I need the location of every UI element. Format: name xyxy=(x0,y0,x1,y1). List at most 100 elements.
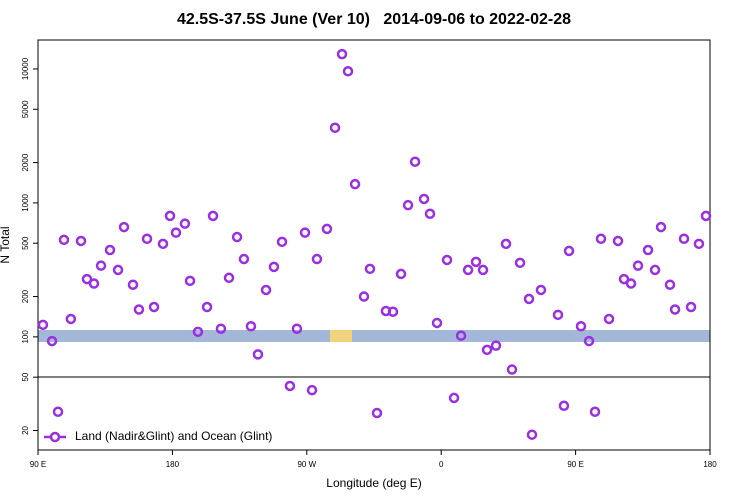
point xyxy=(252,349,264,360)
point xyxy=(632,260,644,271)
point xyxy=(268,261,280,273)
point xyxy=(260,284,272,296)
point xyxy=(618,273,630,285)
point xyxy=(291,323,303,334)
point xyxy=(462,264,474,276)
point xyxy=(164,210,176,222)
point xyxy=(523,293,535,305)
point xyxy=(88,278,100,289)
point xyxy=(104,244,116,256)
point xyxy=(387,306,399,317)
point xyxy=(299,227,311,238)
point xyxy=(558,400,570,411)
point xyxy=(441,254,453,266)
point xyxy=(284,380,296,392)
point xyxy=(395,268,407,280)
y-tick-label: 50 xyxy=(21,372,30,381)
x-tick-label: 90 E xyxy=(30,460,46,469)
point xyxy=(481,344,493,356)
x-tick-label: 180 xyxy=(703,460,717,469)
point xyxy=(95,260,107,271)
point xyxy=(642,244,654,256)
point xyxy=(455,330,467,341)
point xyxy=(700,210,712,222)
point xyxy=(133,304,145,315)
point xyxy=(118,221,130,233)
point xyxy=(306,384,318,396)
point xyxy=(693,238,705,250)
point xyxy=(184,275,196,287)
point xyxy=(612,235,624,247)
plot-frame xyxy=(37,39,711,451)
point xyxy=(329,122,341,133)
point xyxy=(170,227,182,238)
point xyxy=(649,264,661,276)
point xyxy=(664,279,676,290)
point xyxy=(552,309,564,321)
point xyxy=(514,257,526,269)
point xyxy=(223,272,235,284)
point xyxy=(424,208,436,219)
point xyxy=(52,406,64,417)
point xyxy=(81,273,93,285)
point xyxy=(336,48,348,60)
point xyxy=(371,407,383,419)
land-strip xyxy=(330,330,352,342)
point xyxy=(402,199,414,211)
point xyxy=(678,233,690,245)
point xyxy=(245,321,257,332)
point xyxy=(364,263,376,275)
point xyxy=(65,313,77,325)
point xyxy=(470,256,482,268)
y-tick-label: 500 xyxy=(21,236,30,250)
point xyxy=(448,392,460,404)
point xyxy=(603,313,615,325)
point xyxy=(179,218,191,229)
point xyxy=(201,301,213,313)
point xyxy=(655,221,667,233)
point xyxy=(358,291,370,302)
point xyxy=(192,326,204,338)
point xyxy=(207,210,219,222)
point xyxy=(625,278,637,289)
y-tick-label: 20 xyxy=(21,425,30,434)
point xyxy=(127,279,139,290)
point xyxy=(112,264,124,276)
point xyxy=(490,340,502,351)
point xyxy=(563,245,575,257)
point xyxy=(526,429,538,440)
point xyxy=(75,235,87,247)
x-tick-label: 0 xyxy=(439,460,444,469)
point xyxy=(238,253,250,265)
point xyxy=(418,193,430,205)
point xyxy=(215,323,227,334)
x-axis-title: Longitude (deg E) xyxy=(326,476,421,490)
point xyxy=(535,284,547,296)
point xyxy=(46,335,58,347)
point xyxy=(583,335,595,347)
point xyxy=(589,406,601,417)
point xyxy=(506,364,518,375)
y-tick-label: 5000 xyxy=(21,100,30,118)
point xyxy=(321,223,333,235)
point xyxy=(157,238,169,250)
x-tick-label: 180 xyxy=(166,460,180,469)
y-tick-label: 2000 xyxy=(21,153,30,171)
point xyxy=(58,234,70,246)
point xyxy=(141,233,153,245)
chart-title: 42.5S-37.5S June (Ver 10) 2014-09-06 to … xyxy=(177,11,571,28)
point xyxy=(595,233,607,245)
point xyxy=(409,156,421,167)
point xyxy=(276,236,288,248)
point xyxy=(431,317,443,329)
point xyxy=(342,66,354,77)
point xyxy=(231,231,243,243)
x-tick-label: 90 W xyxy=(297,460,316,469)
y-tick-label: 1000 xyxy=(21,193,30,211)
point xyxy=(669,304,681,315)
y-tick-label: 100 xyxy=(21,330,30,344)
point xyxy=(477,264,489,276)
point xyxy=(148,301,160,313)
point xyxy=(311,253,323,265)
legend-marker xyxy=(49,431,61,443)
